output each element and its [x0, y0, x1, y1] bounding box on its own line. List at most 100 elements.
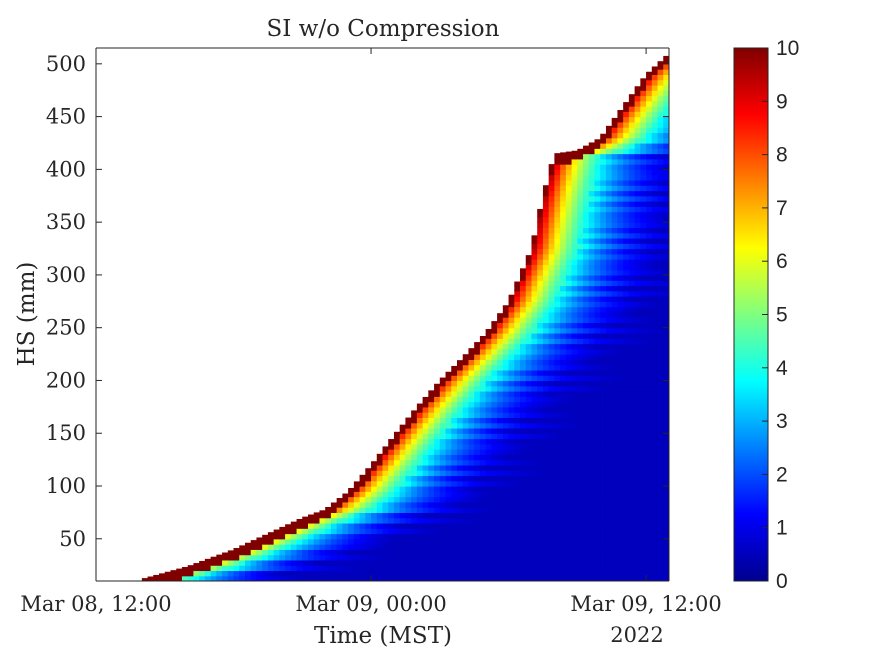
- heatmap-cell: [577, 364, 584, 371]
- heatmap-cell: [583, 438, 590, 445]
- heatmap-cell: [571, 470, 578, 477]
- heatmap-cell: [577, 227, 584, 234]
- heatmap-cell: [365, 468, 372, 471]
- heatmap-cell: [411, 486, 418, 492]
- heatmap-cell: [646, 412, 653, 419]
- heatmap-cell: [285, 524, 292, 529]
- heatmap-cell: [605, 512, 613, 519]
- heatmap-cell: [531, 554, 538, 561]
- heatmap-cell: [577, 464, 584, 471]
- heatmap-cell: [634, 264, 641, 271]
- heatmap-cell: [583, 322, 590, 329]
- heatmap-cell: [646, 538, 653, 545]
- heatmap-cell: [617, 269, 624, 276]
- heatmap-cell: [359, 559, 366, 566]
- heatmap-cell: [204, 565, 212, 572]
- heatmap-cell: [554, 396, 561, 403]
- heatmap-cell: [640, 127, 647, 134]
- heatmap-cell: [422, 517, 429, 524]
- heatmap-cell: [571, 391, 578, 397]
- heatmap-cell: [525, 290, 533, 297]
- heatmap-cell: [611, 517, 619, 524]
- heatmap-cell: [537, 433, 544, 440]
- heatmap-cell: [640, 417, 647, 424]
- heatmap-cell: [605, 269, 613, 276]
- heatmap-cell: [416, 522, 424, 529]
- heatmap-cell: [640, 264, 647, 271]
- heatmap-cell: [520, 290, 527, 297]
- heatmap-cell: [588, 164, 596, 170]
- heatmap-cell: [657, 285, 664, 292]
- heatmap-cell: [588, 274, 596, 281]
- heatmap-cell: [565, 306, 573, 313]
- heatmap-cell: [571, 185, 578, 192]
- heatmap-cell: [565, 533, 573, 540]
- heatmap-cell: [531, 459, 538, 466]
- heatmap-cell: [520, 359, 527, 366]
- heatmap-cell: [434, 443, 441, 450]
- heatmap-cell: [588, 179, 596, 186]
- heatmap-cell: [611, 158, 619, 165]
- heatmap-cell: [640, 158, 647, 165]
- heatmap-cell: [537, 427, 544, 434]
- heatmap-cell: [617, 227, 624, 234]
- heatmap-cell: [651, 375, 659, 382]
- heatmap-cell: [474, 443, 481, 450]
- heatmap-cell: [336, 570, 343, 577]
- heatmap-cell: [628, 153, 636, 160]
- heatmap-cell: [302, 517, 309, 524]
- heatmap-cell: [428, 501, 435, 508]
- heatmap-cell: [628, 575, 636, 581]
- heatmap-cell: [520, 322, 527, 329]
- heatmap-cell: [222, 552, 229, 556]
- heatmap-cell: [640, 348, 647, 355]
- heatmap-cell: [531, 322, 538, 329]
- heatmap-cell: [657, 412, 664, 419]
- heatmap-cell: [491, 501, 498, 508]
- heatmap-cell: [411, 412, 418, 419]
- heatmap-cell: [651, 259, 659, 265]
- heatmap-cell: [634, 206, 641, 213]
- heatmap-cell: [428, 533, 435, 540]
- heatmap-cell: [571, 554, 578, 561]
- heatmap-cell: [204, 558, 212, 561]
- heatmap-cell: [617, 169, 624, 176]
- heatmap-cell: [445, 565, 452, 572]
- heatmap-cell: [256, 549, 263, 556]
- heatmap-cell: [239, 559, 246, 566]
- y-tick-label: 50: [59, 527, 86, 551]
- heatmap-cell: [359, 512, 366, 519]
- heatmap-cell: [485, 391, 492, 397]
- heatmap-cell: [640, 206, 647, 213]
- heatmap-cell: [565, 375, 573, 382]
- heatmap-cell: [640, 486, 647, 492]
- heatmap-cell: [623, 179, 630, 186]
- heatmap-cell: [330, 533, 338, 540]
- heatmap-cell: [554, 517, 561, 524]
- heatmap-cell: [634, 517, 641, 524]
- heatmap-cell: [181, 575, 189, 581]
- heatmap-cell: [537, 528, 544, 535]
- heatmap-cell: [565, 332, 573, 339]
- heatmap-cell: [502, 486, 510, 492]
- heatmap-cell: [411, 459, 418, 466]
- heatmap-cell: [502, 459, 510, 466]
- heatmap-cell: [577, 148, 584, 155]
- heatmap-cell: [359, 570, 366, 577]
- heatmap-cell: [577, 306, 584, 313]
- heatmap-cell: [451, 406, 458, 413]
- heatmap-cell: [600, 575, 607, 581]
- heatmap-cell: [571, 174, 578, 181]
- heatmap-cell: [290, 538, 298, 545]
- heatmap-cell: [330, 559, 338, 566]
- heatmap-cell: [571, 248, 578, 255]
- heatmap-cell: [560, 169, 567, 176]
- heatmap-cell: [560, 222, 567, 229]
- heatmap-cell: [542, 517, 550, 524]
- heatmap-cell: [542, 575, 550, 581]
- colorbar-tick-label: 3: [776, 410, 788, 433]
- heatmap-cell: [623, 106, 630, 112]
- heatmap-cell: [199, 575, 206, 581]
- heatmap-cell: [262, 570, 269, 577]
- heatmap-cell: [605, 290, 613, 297]
